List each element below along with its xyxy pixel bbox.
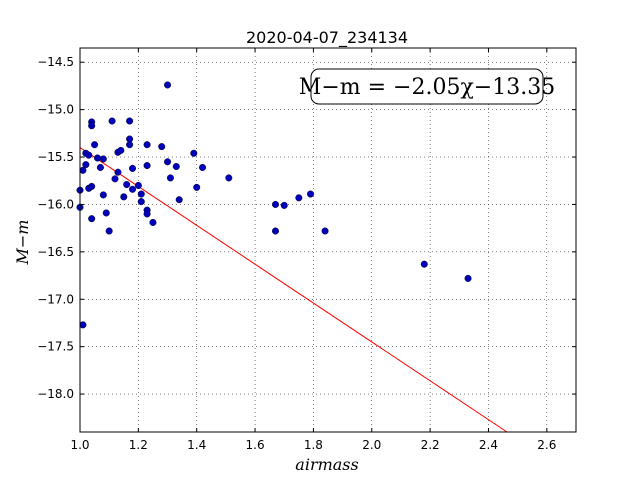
data-point (143, 210, 151, 218)
data-point (82, 161, 90, 169)
data-point (137, 190, 145, 198)
axes-frame (79, 47, 577, 433)
grid-lines (80, 48, 576, 432)
x-tick-label: 2.4 (479, 438, 498, 452)
equation-box: M−m = −2.05χ−13.35 (299, 68, 555, 105)
data-point (164, 158, 172, 166)
equation-text: M−m = −2.05χ−13.35 (299, 75, 555, 100)
data-point (91, 141, 99, 149)
data-point (99, 191, 107, 199)
y-tick-label: −15.0 (37, 103, 74, 117)
data-point (295, 194, 303, 202)
data-point (149, 218, 157, 226)
data-point (464, 274, 472, 282)
plot-area (80, 48, 576, 432)
data-point (96, 163, 104, 171)
data-point (137, 198, 145, 206)
x-tick-label: 1.2 (129, 438, 148, 452)
data-point (225, 174, 233, 182)
data-point (420, 260, 428, 268)
data-point (102, 209, 110, 217)
data-point (143, 162, 151, 170)
y-tick-label: −16.5 (37, 245, 74, 259)
y-tick-label: −14.5 (37, 55, 74, 69)
data-point (123, 181, 131, 189)
data-point (88, 182, 96, 190)
x-axis-ticks: 1.0 1.2 1.4 1.6 1.8 2.0 2.2 2.4 2.6 (70, 48, 556, 452)
x-tick-label: 1.6 (246, 438, 265, 452)
data-point (99, 155, 107, 163)
data-point (126, 141, 134, 149)
data-point (120, 193, 128, 201)
data-point (193, 183, 201, 191)
data-point (280, 201, 288, 209)
data-point (105, 227, 113, 235)
y-tick-label: −15.5 (37, 150, 74, 164)
data-point (134, 181, 142, 189)
data-point (88, 215, 96, 223)
x-tick-label: 1.4 (187, 438, 206, 452)
x-tick-label: 1.0 (70, 438, 89, 452)
data-point (94, 154, 102, 162)
data-point (117, 146, 125, 154)
y-axis-label: M−m (13, 220, 32, 266)
x-tick-label: 2.6 (537, 438, 556, 452)
data-point (271, 227, 279, 235)
y-tick-label: −17.5 (37, 340, 74, 354)
data-point (166, 174, 174, 182)
y-tick-label: −16.0 (37, 197, 74, 211)
data-points (76, 81, 472, 329)
data-point (271, 200, 279, 208)
data-point (306, 190, 314, 198)
y-tick-label: −18.0 (37, 387, 74, 401)
y-tick-label: −17.0 (37, 292, 74, 306)
data-point (88, 122, 96, 130)
data-point (158, 143, 166, 151)
data-point (199, 163, 207, 171)
x-tick-label: 2.2 (421, 438, 440, 452)
x-axis-label: airmass (295, 455, 358, 474)
data-point (114, 168, 122, 176)
data-point (164, 81, 172, 89)
y-axis-ticks: −14.5 −15.0 −15.5 −16.0 −16.5 −17.0 −17.5 −18.0 (37, 55, 576, 401)
data-point (126, 117, 134, 125)
equation-box-border (310, 68, 544, 105)
data-point (143, 141, 151, 149)
data-point (190, 149, 198, 157)
data-point (85, 151, 93, 159)
data-point (172, 163, 180, 171)
data-point (111, 175, 119, 183)
data-point (175, 196, 183, 204)
data-point (108, 117, 116, 125)
data-point (129, 185, 137, 193)
data-point (321, 227, 329, 235)
plot-background (80, 48, 576, 432)
x-tick-label: 2.0 (362, 438, 381, 452)
data-point (79, 321, 87, 329)
chart-title: 2020-04-07_234134 (246, 28, 408, 48)
x-tick-label: 1.8 (304, 438, 323, 452)
fit-line (79, 147, 508, 433)
data-point (129, 164, 137, 172)
fit-line-group (79, 147, 508, 433)
axes-border (79, 47, 577, 433)
